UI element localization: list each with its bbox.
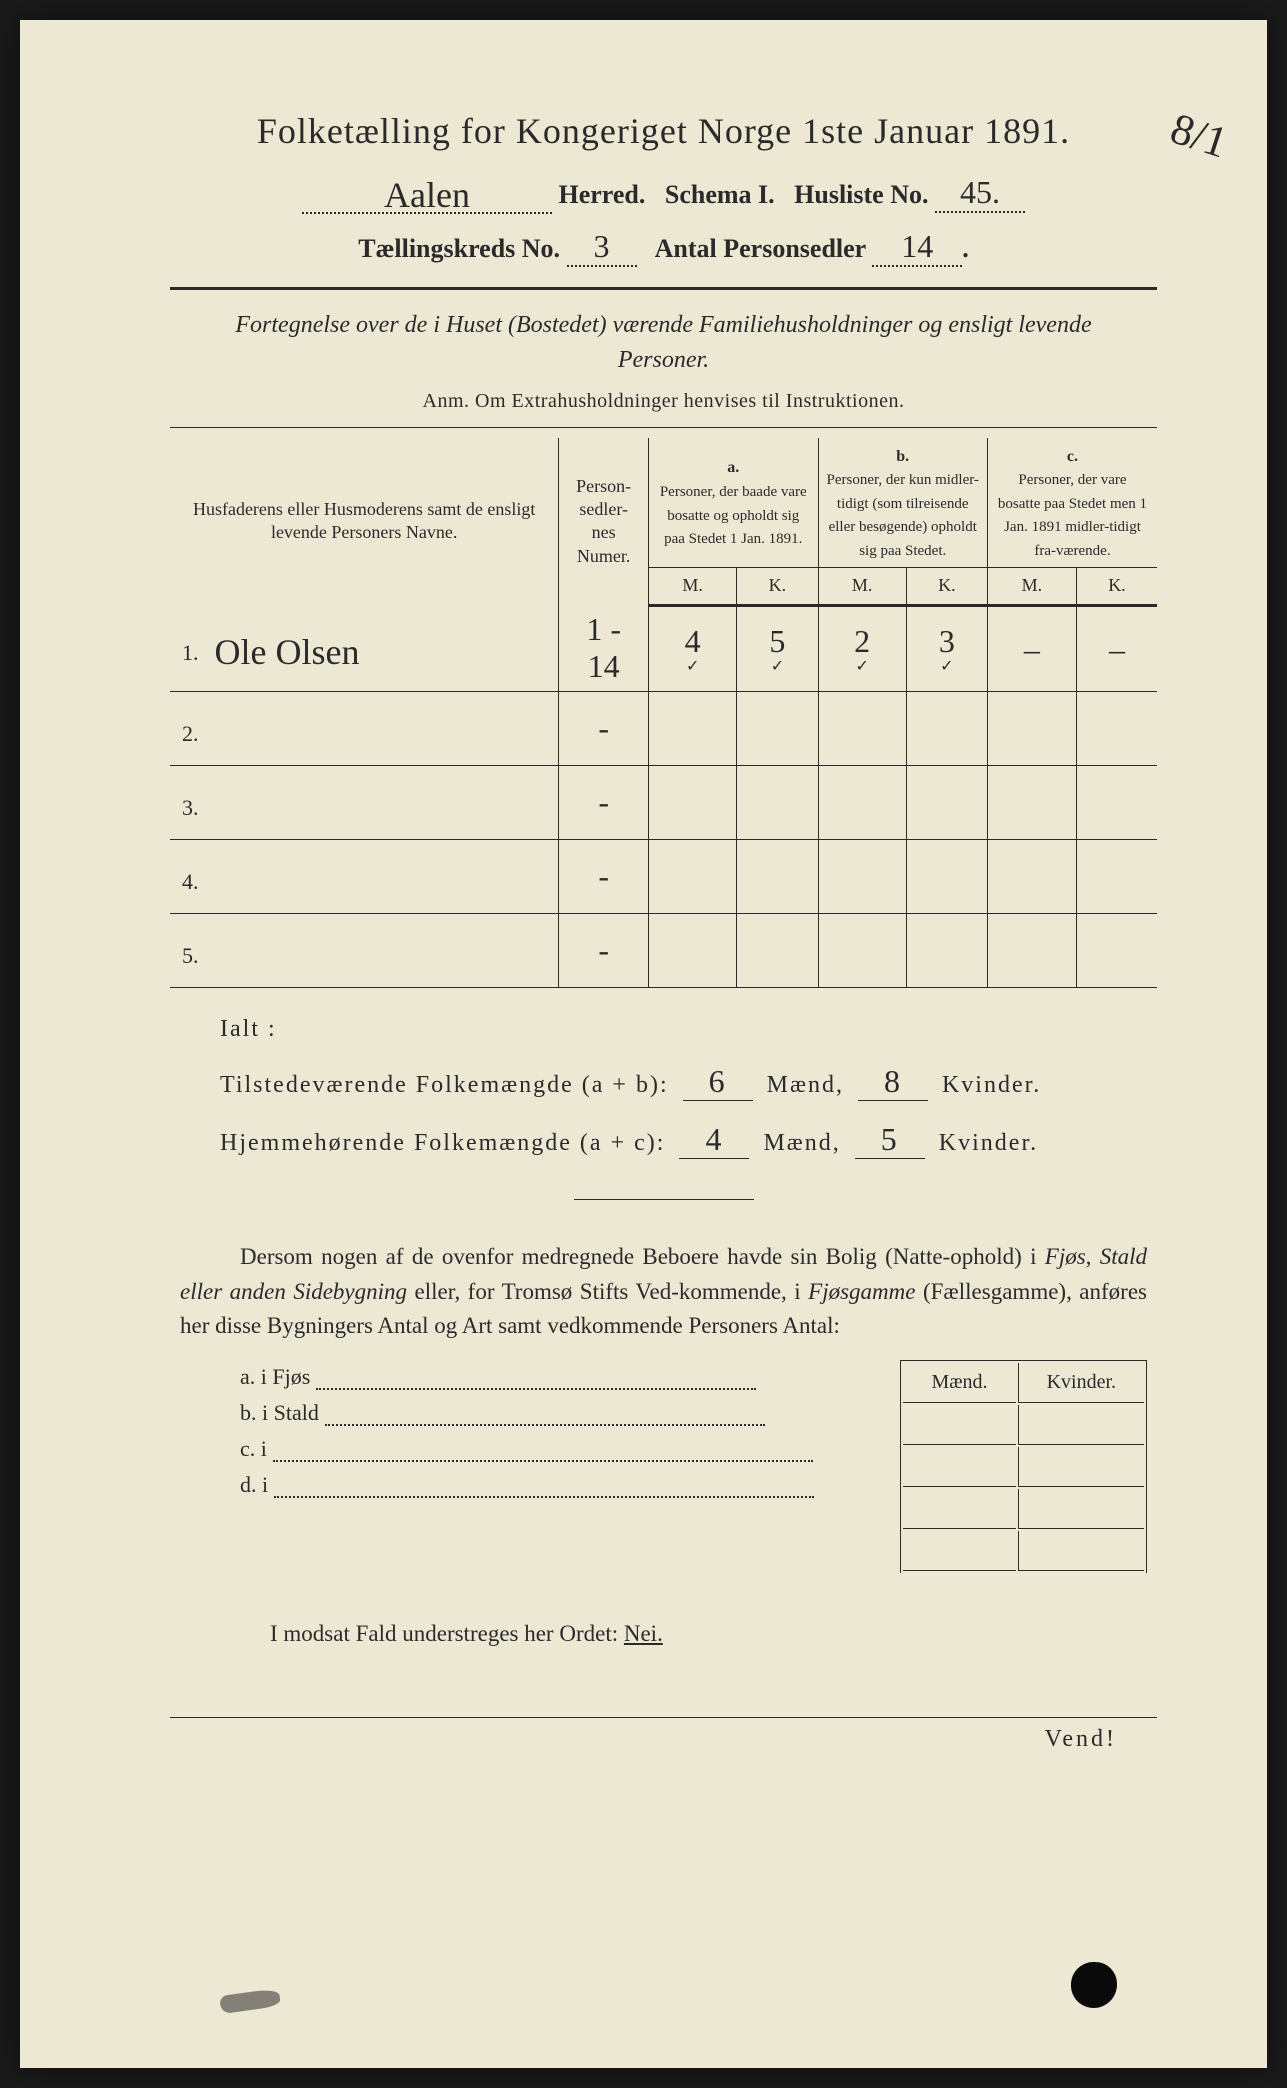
col-a: a. Personer, der baade vare bosatte og o… (649, 438, 818, 568)
antal-label: Antal Personsedler (655, 234, 866, 263)
kreds-value: 3 (594, 228, 610, 264)
modsat-line: I modsat Fald understreges her Ordet: Ne… (270, 1621, 1157, 1647)
a-text: Personer, der baade vare bosatte og opho… (660, 484, 807, 547)
bottom-rule (170, 1717, 1157, 1718)
table-row: 4. - (170, 840, 1157, 914)
p-text: Dersom nogen af de ovenfor medregnede Be… (240, 1244, 1045, 1269)
building-paragraph: Dersom nogen af de ovenfor medregnede Be… (180, 1240, 1147, 1344)
m-label: Mænd, (763, 1130, 840, 1156)
sum-line-1: Tilstedeværende Folkemængde (a + b): 6 M… (220, 1063, 1157, 1101)
table-row: 3. - (170, 766, 1157, 840)
sum1-m: 6 (709, 1063, 727, 1099)
smudge-mark (219, 1988, 281, 2014)
census-form-page: 8/1 Folketælling for Kongeriget Norge 1s… (20, 20, 1267, 2068)
sum1-label: Tilstedeværende Folkemængde (a + b): (220, 1072, 669, 1098)
ialt-label: Ialt : (220, 1016, 1157, 1043)
form-subtitle: Fortegnelse over de i Huset (Bostedet) v… (230, 308, 1097, 378)
mkbox-m: Mænd. (903, 1363, 1015, 1403)
bM-label: M. (818, 568, 906, 605)
sum2-label: Hjemmehørende Folkemængde (a + c): (220, 1130, 665, 1156)
vend-label: Vend! (170, 1726, 1157, 1753)
page-title: Folketælling for Kongeriget Norge 1ste J… (170, 110, 1157, 152)
item-d: d. i (240, 1472, 268, 1497)
table-row: 1. Ole Olsen1 - 144✓5✓2✓3✓–– (170, 605, 1157, 692)
census-table: Husfaderens eller Husmoderens samt de en… (170, 438, 1157, 989)
col-name: Husfaderens eller Husmoderens samt de en… (170, 438, 559, 606)
anm-note: Anm. Om Extrahusholdninger henvises til … (170, 390, 1157, 413)
a-label: a. (727, 459, 739, 476)
nei-word: Nei. (624, 1621, 663, 1646)
sum2-m: 4 (705, 1121, 723, 1157)
ink-blot (1071, 1962, 1117, 2008)
item-a: a. i Fjøs (240, 1364, 310, 1389)
modsat-text: I modsat Fald understreges her Ordet: (270, 1621, 624, 1646)
k-label: Kvinder. (942, 1072, 1041, 1098)
corner-annotation: 8/1 (1164, 103, 1233, 169)
divider (170, 427, 1157, 428)
c-label: c. (1067, 448, 1078, 465)
cK-label: K. (1076, 568, 1157, 605)
item-b: b. i Stald (240, 1400, 319, 1425)
c-text: Personer, der vare bosatte paa Stedet me… (998, 472, 1147, 559)
header-line-1: Aalen Herred. Schema I. Husliste No. 45. (170, 170, 1157, 214)
herred-label: Herred. (559, 180, 646, 209)
col-b: b. Personer, der kun midler-tidigt (som … (818, 438, 987, 568)
b-label: b. (896, 448, 909, 465)
divider (170, 287, 1157, 290)
k-label: Kvinder. (939, 1130, 1038, 1156)
aK-label: K. (737, 568, 818, 605)
sum1-k: 8 (884, 1063, 902, 1099)
schema-label: Schema I. (665, 180, 775, 209)
short-divider (574, 1199, 754, 1200)
sum-line-2: Hjemmehørende Folkemængde (a + c): 4 Mæn… (220, 1121, 1157, 1159)
header-line-2: Tællingskreds No. 3 Antal Personsedler 1… (170, 228, 1157, 267)
husliste-value: 45. (960, 174, 1000, 210)
kreds-label: Tællingskreds No. (358, 234, 560, 263)
table-row: 5. - (170, 914, 1157, 988)
mkbox-k: Kvinder. (1018, 1363, 1144, 1403)
bK-label: K. (906, 568, 987, 605)
col-c: c. Personer, der vare bosatte paa Stedet… (987, 438, 1157, 568)
b-text: Personer, der kun midler-tidigt (som til… (827, 472, 979, 559)
herred-value: Aalen (384, 175, 470, 215)
table-header-row: Husfaderens eller Husmoderens samt de en… (170, 438, 1157, 568)
cM-label: M. (987, 568, 1076, 605)
aM-label: M. (649, 568, 737, 605)
p-italic: Fjøsgamme (808, 1279, 915, 1304)
table-row: 2. - (170, 692, 1157, 766)
sum2-k: 5 (881, 1121, 899, 1157)
husliste-label: Husliste No. (794, 180, 928, 209)
m-label: Mænd, (767, 1072, 844, 1098)
p-text: eller, for Tromsø Stifts Ved-kommende, i (407, 1279, 808, 1304)
antal-value: 14 (901, 228, 933, 264)
item-c: c. i (240, 1436, 267, 1461)
mk-box: Mænd. Kvinder. (900, 1360, 1147, 1573)
col-numer: Person- sedler- nes Numer. (559, 438, 649, 606)
